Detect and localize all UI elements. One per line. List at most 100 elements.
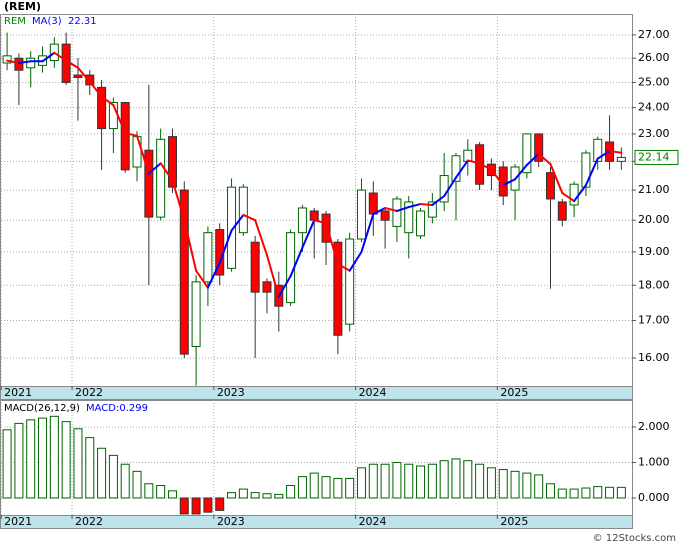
candle-body bbox=[238, 186, 248, 234]
macd-bar bbox=[569, 488, 579, 499]
x-tick-label: 2023 bbox=[217, 515, 245, 528]
ma-line bbox=[277, 275, 292, 298]
candle-body bbox=[321, 213, 331, 243]
y-tick-label: 18.00 bbox=[638, 278, 670, 291]
ma-line bbox=[65, 59, 79, 69]
macd-bar bbox=[451, 458, 461, 499]
legend-entry: REM bbox=[4, 16, 26, 27]
ma-line bbox=[372, 206, 387, 216]
candle-body bbox=[144, 149, 154, 218]
ma-line bbox=[384, 206, 398, 213]
ma-line bbox=[136, 134, 150, 175]
candle-body bbox=[191, 281, 201, 348]
macd-bar bbox=[475, 463, 485, 499]
candle-body bbox=[333, 241, 343, 336]
ma-line bbox=[41, 51, 56, 63]
candle-body bbox=[416, 210, 426, 237]
candle-body bbox=[545, 172, 555, 200]
macd-bar bbox=[156, 485, 166, 499]
ma-line bbox=[100, 95, 115, 107]
macd-bar bbox=[605, 486, 615, 499]
ma-line bbox=[466, 159, 481, 165]
ma-line bbox=[573, 184, 587, 203]
candle-body bbox=[345, 238, 355, 325]
last-price-label: 22.14 bbox=[638, 150, 670, 163]
macd-bar bbox=[557, 488, 567, 499]
macd-bar bbox=[345, 477, 355, 499]
last-price-box bbox=[634, 149, 679, 165]
macd-bar bbox=[510, 470, 520, 499]
ma-line bbox=[419, 203, 434, 206]
source: © 12Stocks.com bbox=[593, 533, 676, 544]
y-tick-label: 1.000 bbox=[638, 455, 670, 468]
chart-title: (REM) bbox=[4, 0, 41, 13]
macd-bar bbox=[416, 465, 426, 499]
x-tick-label: 2025 bbox=[500, 515, 528, 528]
macd-bar bbox=[368, 463, 378, 499]
macd-bar bbox=[49, 415, 59, 499]
ma-line bbox=[584, 157, 599, 187]
ma-line bbox=[6, 59, 20, 64]
macd-bar bbox=[2, 429, 12, 499]
y-tick-label: 2.000 bbox=[638, 420, 670, 433]
legend-value: 22.31 bbox=[68, 16, 97, 27]
candle-body bbox=[534, 133, 544, 162]
ma-line bbox=[76, 66, 91, 83]
macd-bar bbox=[545, 483, 555, 499]
candle-body bbox=[557, 201, 567, 221]
candle-body bbox=[368, 192, 378, 215]
y-tick-label: 16.00 bbox=[638, 351, 670, 364]
ma-line bbox=[289, 246, 304, 278]
date-strip bbox=[0, 386, 633, 400]
macd-bar bbox=[132, 470, 142, 499]
indicator-title: MACD(26,12,9) bbox=[4, 403, 80, 414]
macd-bar bbox=[427, 463, 437, 499]
ma-line bbox=[183, 219, 198, 272]
ma-line bbox=[53, 51, 68, 62]
ma-line bbox=[218, 229, 233, 264]
macd-bar bbox=[26, 419, 36, 499]
ma-line bbox=[17, 60, 32, 64]
ma-line bbox=[301, 219, 316, 249]
x-tick-label: 2021 bbox=[4, 515, 32, 528]
x-tick-label: 2021 bbox=[4, 386, 32, 399]
macd-bar bbox=[191, 497, 201, 515]
macd-bar bbox=[215, 497, 225, 511]
macd-bar bbox=[144, 483, 154, 499]
macd-bar bbox=[498, 469, 508, 499]
macd-bar bbox=[97, 447, 107, 499]
candle-body bbox=[593, 138, 603, 162]
macd-bar bbox=[238, 488, 248, 499]
macd-bar bbox=[593, 486, 603, 499]
x-tick-label: 2024 bbox=[359, 386, 387, 399]
ma-line bbox=[195, 269, 209, 289]
ma-line bbox=[454, 159, 469, 179]
macd-bar bbox=[167, 490, 177, 499]
candle-body bbox=[167, 136, 177, 188]
macd-bar bbox=[439, 460, 449, 499]
macd-bar bbox=[120, 463, 130, 499]
macd-bar bbox=[61, 421, 71, 499]
candle-body bbox=[26, 57, 36, 69]
indicator-value: MACD:0.299 bbox=[86, 403, 148, 414]
candle-body bbox=[227, 186, 237, 269]
macd-bar bbox=[404, 463, 414, 499]
candle-body bbox=[73, 74, 83, 79]
ma-line bbox=[206, 261, 221, 289]
candle-body bbox=[97, 86, 107, 130]
ma-line bbox=[490, 168, 505, 187]
ma-line bbox=[561, 192, 576, 203]
candle-body bbox=[156, 138, 166, 218]
ma-line bbox=[254, 219, 268, 257]
ma-line bbox=[431, 194, 446, 206]
x-tick-label: 2022 bbox=[75, 515, 103, 528]
candle-body bbox=[451, 155, 461, 182]
macd-bar bbox=[203, 497, 213, 513]
candle-body bbox=[404, 201, 414, 234]
candle-body bbox=[522, 133, 532, 174]
x-tick-label: 2024 bbox=[359, 515, 387, 528]
y-tick-label: 21.00 bbox=[638, 183, 670, 196]
macd-bar bbox=[522, 472, 532, 499]
macd-bar bbox=[463, 460, 473, 499]
